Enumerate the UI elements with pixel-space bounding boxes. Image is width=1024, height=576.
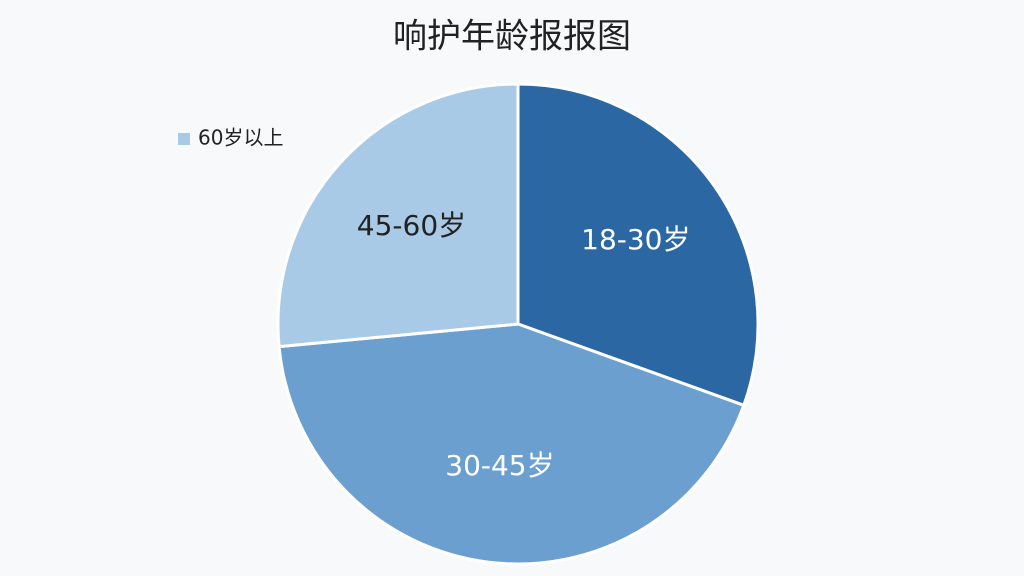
chart-title: 响护年龄报报图 (393, 17, 631, 57)
slice-label: 30-45岁 (445, 449, 554, 482)
pie-slice (277, 322, 746, 566)
legend-swatch (178, 133, 190, 145)
pie-slice (276, 82, 520, 349)
pie-slice (516, 82, 760, 408)
slice-label: 18-30岁 (581, 223, 690, 256)
slice-label: 45-60岁 (357, 209, 466, 242)
legend-label: 60岁以上 (198, 126, 283, 150)
